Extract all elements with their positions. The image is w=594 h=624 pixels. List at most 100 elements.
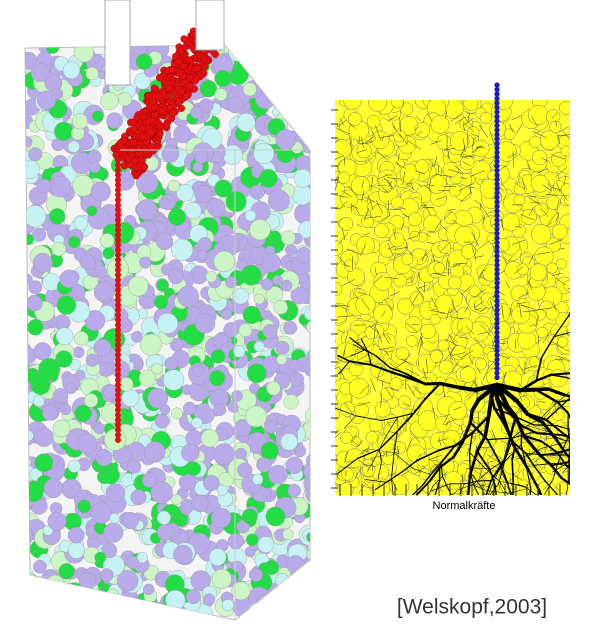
particle: [38, 613, 56, 624]
particle: [98, 594, 108, 604]
rod-ball: [134, 114, 141, 121]
force-line: [510, 495, 514, 509]
particle: [75, 405, 92, 422]
particle: [182, 444, 200, 462]
force-line: [589, 436, 592, 450]
rod-ball: [494, 298, 499, 303]
particle: [292, 185, 312, 205]
particle: [261, 279, 273, 291]
force-line: [578, 439, 594, 447]
force-line: [584, 491, 594, 505]
particle: [296, 82, 315, 101]
particle: [366, 431, 378, 443]
particle: [546, 307, 559, 320]
particle: [154, 295, 168, 309]
particle: [295, 88, 313, 106]
rod-ball: [494, 154, 499, 159]
particle: [273, 275, 283, 285]
particle: [340, 217, 353, 230]
particle: [288, 484, 301, 497]
rod-ball: [494, 258, 499, 263]
rod-ball: [156, 74, 163, 81]
force-line: [575, 415, 582, 438]
force-line: [575, 364, 592, 373]
particle: [281, 609, 297, 624]
particle: [109, 513, 119, 523]
particle: [74, 217, 88, 231]
particle: [275, 573, 289, 587]
particle: [281, 433, 298, 450]
rod-ball: [494, 145, 499, 150]
particle: [348, 112, 361, 125]
particle: [294, 115, 308, 129]
rod-ball: [494, 208, 499, 213]
particle: [380, 387, 393, 400]
particle: [263, 324, 277, 338]
rod-ball: [494, 312, 499, 317]
particle: [423, 215, 441, 233]
force-line: [574, 426, 582, 441]
rod-ball: [494, 339, 499, 344]
particle: [192, 495, 209, 512]
particle: [402, 254, 413, 265]
particle: [42, 405, 58, 421]
particle: [192, 417, 203, 428]
force-line: [584, 467, 594, 468]
particle: [530, 264, 547, 281]
force-line: [570, 385, 590, 398]
particle: [290, 99, 304, 113]
particle: [418, 411, 438, 431]
rod-ball: [494, 262, 499, 267]
particle: [303, 461, 324, 482]
particle: [84, 394, 98, 408]
rod-ball: [193, 75, 200, 82]
particle: [198, 237, 212, 251]
particle: [52, 242, 66, 256]
particle: [23, 234, 34, 245]
particle: [60, 404, 71, 415]
particle: [165, 357, 178, 370]
rod-ball: [494, 294, 499, 299]
particle: [406, 335, 417, 346]
rod-ball: [494, 231, 499, 236]
particle: [209, 549, 226, 566]
particle: [302, 582, 318, 598]
particle: [179, 474, 196, 491]
particle: [77, 434, 97, 454]
particle: [269, 231, 281, 243]
force-line: [470, 452, 471, 472]
particle: [21, 137, 32, 148]
rod-ball: [494, 132, 499, 137]
rod-ball: [180, 63, 187, 70]
particle: [72, 113, 88, 129]
particle: [552, 224, 567, 239]
particle: [29, 148, 42, 161]
particle: [246, 534, 258, 546]
particle: [535, 247, 554, 266]
particle: [37, 179, 51, 193]
particle: [84, 592, 105, 613]
particle: [298, 60, 312, 74]
particle: [253, 604, 265, 616]
force-line: [459, 388, 475, 390]
rod-ball: [494, 235, 499, 240]
rod-ball: [494, 136, 499, 141]
particle: [211, 350, 225, 364]
force-line: [510, 498, 519, 522]
particle: [293, 83, 312, 102]
particle: [37, 91, 56, 110]
force-line: [576, 439, 582, 452]
particle: [295, 104, 312, 121]
particle: [450, 132, 469, 151]
rod-ball: [186, 74, 193, 81]
particle: [529, 136, 541, 148]
particle: [106, 113, 122, 129]
particle: [119, 377, 133, 391]
particle: [228, 533, 244, 549]
particle: [240, 35, 262, 57]
force-line: [586, 449, 594, 453]
particle: [564, 195, 575, 206]
particle: [444, 212, 456, 224]
particle: [152, 609, 167, 624]
particle: [47, 605, 64, 622]
